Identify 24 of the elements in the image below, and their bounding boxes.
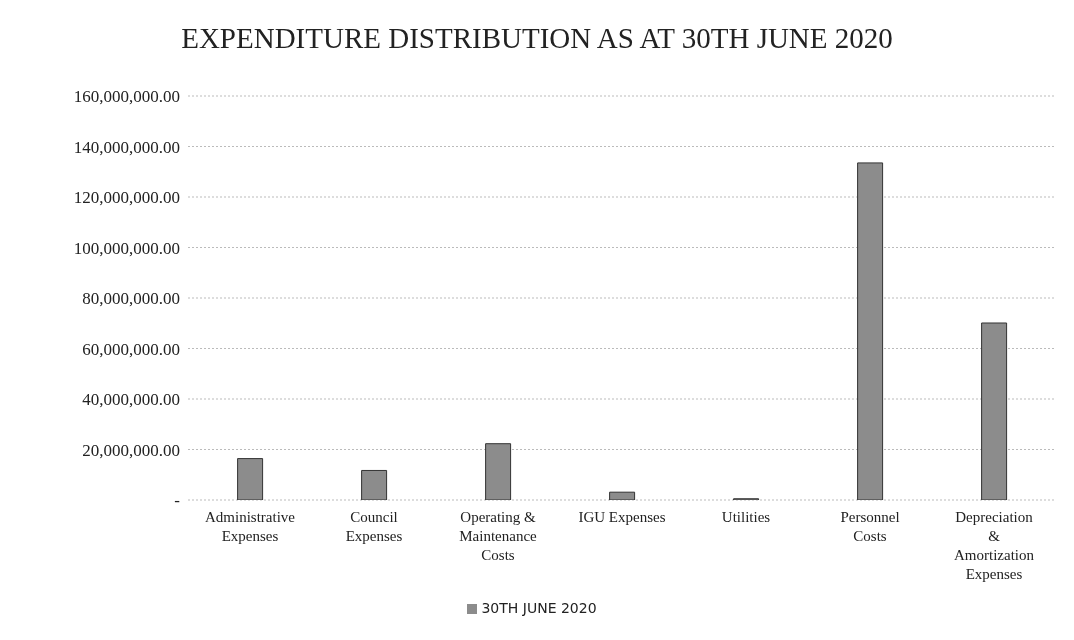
- bar: [361, 469, 388, 500]
- y-tick-label: 100,000,000.00: [73, 238, 180, 258]
- x-tick-label: Council Expenses: [345, 509, 403, 544]
- bar: [857, 162, 884, 500]
- x-tick-label: Administrative Expenses: [205, 509, 296, 544]
- legend-label: 30TH JUNE 2020: [481, 600, 597, 616]
- bar: [485, 443, 512, 500]
- bar: [237, 458, 264, 500]
- x-tick-label: Personnel Costs: [840, 509, 900, 544]
- y-tick-label: 40,000,000.00: [82, 390, 180, 410]
- y-tick-label: 20,000,000.00: [82, 440, 180, 460]
- x-tick-label: Operating & Maintenance Costs: [459, 509, 538, 563]
- bar: [609, 491, 636, 500]
- y-tick-label: 120,000,000.00: [73, 188, 180, 208]
- chart-title: EXPENDITURE DISTRIBUTION AS AT 30TH JUNE 2020: [180, 21, 894, 56]
- y-tick-label: 80,000,000.00: [82, 289, 180, 309]
- x-tick-label: IGU Expenses: [578, 509, 666, 525]
- y-tick-label: 140,000,000.00: [73, 137, 180, 157]
- bar: [981, 322, 1008, 500]
- y-tick-label: -: [174, 491, 181, 511]
- y-tick-label: 160,000,000.00: [73, 87, 180, 107]
- x-tick-label: Utilities: [721, 509, 771, 525]
- y-tick-label: 60,000,000.00: [82, 339, 180, 359]
- x-tick-label: Depreciation & Amortization Expenses: [954, 509, 1035, 582]
